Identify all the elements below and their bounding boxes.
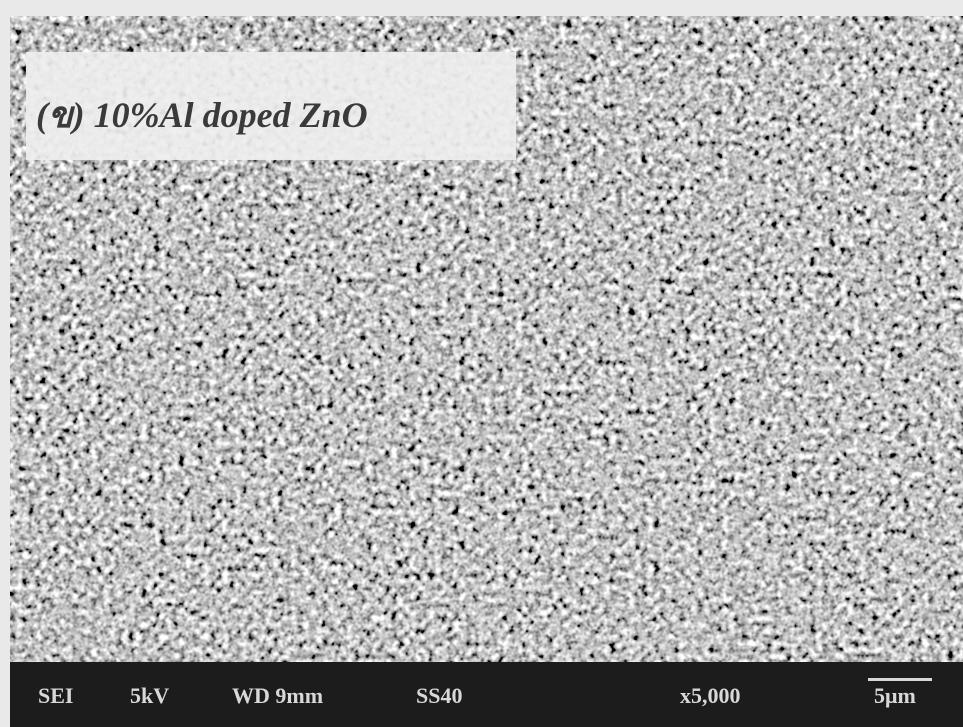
working-distance: WD 9mm: [232, 683, 324, 708]
info-bar: [10, 662, 963, 727]
label-box: [26, 52, 516, 160]
magnification: x5,000: [680, 683, 741, 708]
scale-label: 5μm: [874, 683, 916, 708]
voltage: 5kV: [130, 683, 170, 708]
detector: SEI: [38, 683, 74, 708]
sample-label: (ข) 10%Al doped ZnO: [36, 95, 368, 135]
scale-bar: [868, 678, 932, 681]
spot-size: SS40: [416, 683, 463, 708]
